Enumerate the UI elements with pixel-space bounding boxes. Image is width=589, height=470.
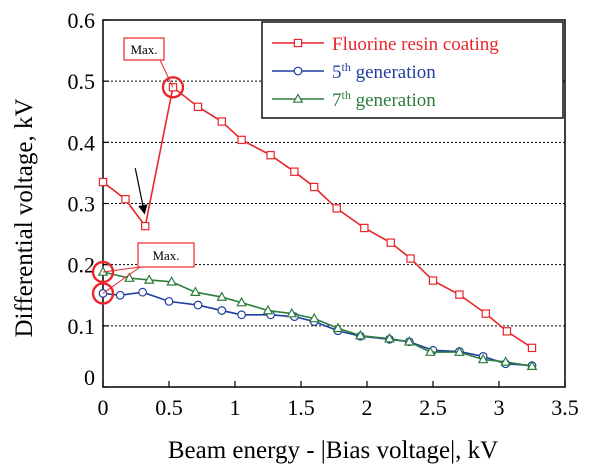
- series-2-point-4: [190, 286, 201, 296]
- legend-marker-2: [292, 93, 304, 103]
- x-tick-label-6: 3: [494, 395, 505, 420]
- y-tick-label-1: 0.1: [68, 314, 96, 339]
- legend-item-0: Fluorine resin coating: [272, 34, 499, 55]
- series-2-point-8: [286, 307, 298, 318]
- series-0-point-7: [266, 150, 275, 160]
- y-tick-label-4: 0.4: [68, 130, 96, 155]
- series-2-point-11: [355, 329, 366, 340]
- legend-label-sup-2: th: [342, 88, 351, 102]
- series-2-point-5: [216, 291, 228, 301]
- annotation-0-highlight-circle-0: [161, 76, 185, 99]
- legend-label-1: 5th generation: [332, 60, 436, 83]
- y-tick-label-3: 0.3: [68, 192, 96, 217]
- series-1-point-6: [237, 310, 247, 320]
- series-1-point-0: [98, 289, 108, 298]
- series-2-point-3: [166, 276, 177, 286]
- legend-marker-0: [293, 38, 303, 48]
- x-tick-label-3: 1.5: [287, 395, 315, 420]
- annotation-0-connector-0: [159, 59, 174, 88]
- legend-box: [261, 21, 564, 119]
- series-0-point-15: [455, 290, 464, 299]
- annotation-1-box: [137, 242, 195, 268]
- legend-label-tail-2: generation: [351, 90, 436, 111]
- annotation-0-arrow: [134, 168, 148, 215]
- annotation-1-label: Max.: [152, 248, 179, 263]
- series-2-point-2: [143, 274, 155, 284]
- series-0: [98, 83, 537, 353]
- series-0-point-16: [481, 309, 491, 318]
- series-1-point-2: [138, 287, 148, 297]
- y-tick-label-0: 0: [84, 365, 95, 390]
- series-0-point-6: [237, 135, 246, 145]
- series-0-point-1: [121, 195, 130, 204]
- annotation-1: Max.: [91, 242, 195, 305]
- series-2-point-9: [308, 312, 320, 323]
- annotation-1-connector-0: [102, 266, 141, 273]
- series-2-point-17: [500, 356, 511, 366]
- annotation-1-highlight-circle-0: [91, 260, 115, 284]
- legend-item-2: 7th generation: [272, 88, 436, 111]
- series-2-point-7: [262, 304, 274, 315]
- series-1-point-4: [193, 300, 203, 310]
- x-tick-label-7: 3.5: [551, 395, 579, 420]
- legend-label-sup-1: th: [342, 60, 351, 74]
- legend-label-base-2: 7: [332, 90, 342, 111]
- series-0-point-0: [98, 177, 108, 187]
- annotation-0-label: Max.: [130, 42, 157, 57]
- series-2-point-13: [403, 336, 415, 346]
- series-1: [98, 287, 537, 370]
- series-2-point-10: [332, 322, 344, 333]
- series-0-point-8: [290, 167, 299, 176]
- series-1-point-5: [217, 306, 227, 315]
- legend-item-1: 5th generation: [272, 60, 436, 83]
- series-0-point-5: [217, 117, 226, 126]
- axes-layer: 0 0.1 0.2 0.3 0.4 0.5 0.6 0 0.5 1 1.5 2 2.5 3 3.5: [68, 8, 579, 420]
- series-2-point-15: [454, 346, 465, 356]
- annotation-1-connector-1: [102, 266, 141, 294]
- series-2-point-14: [425, 346, 436, 356]
- legend-label-2: 7th generation: [332, 88, 436, 111]
- legend-label-base-0: Fluorine resin coating: [332, 34, 499, 55]
- series-1-point-3: [164, 296, 174, 306]
- legend-label-0: Fluorine resin coating: [332, 34, 499, 55]
- y-axis-title: Differential voltage, kV: [11, 98, 38, 337]
- annotation-layer: Max. Max.: [91, 37, 195, 305]
- x-tick-label-2: 1: [230, 395, 241, 420]
- series-0-point-14: [428, 276, 438, 285]
- series-0-point-17: [502, 327, 512, 336]
- series-2-point-12: [384, 332, 395, 343]
- x-axis-title: Beam energy - |Bias voltage|, kV: [168, 437, 498, 464]
- x-tick-label-1: 0.5: [155, 395, 183, 420]
- series-2: [97, 266, 538, 371]
- y-tick-label-6: 0.6: [68, 8, 96, 33]
- legend-marker-1: [293, 66, 303, 76]
- y-tick-label-5: 0.5: [68, 69, 96, 94]
- series-0-point-4: [193, 102, 203, 112]
- annotation-0-box: [123, 37, 165, 61]
- annotation-1-highlight-circle-1: [91, 282, 115, 305]
- y-tick-label-2: 0.2: [68, 253, 96, 278]
- series-2-point-16: [477, 353, 489, 364]
- series-0-point-13: [406, 254, 415, 263]
- series-layer: [97, 83, 538, 371]
- series-2-point-6: [236, 296, 247, 307]
- x-tick-label-5: 2.5: [419, 395, 447, 420]
- legend-label-base-1: 5: [332, 62, 342, 83]
- series-0-point-11: [360, 223, 369, 233]
- series-2-point-1: [124, 272, 135, 282]
- series-0-point-9: [310, 182, 319, 192]
- series-0-point-2: [141, 221, 150, 231]
- series-0-point-10: [332, 204, 341, 213]
- annotation-0: Max.: [123, 37, 185, 215]
- legend-label-tail-1: generation: [351, 62, 436, 83]
- x-tick-label-4: 2: [362, 395, 373, 420]
- series-0-point-12: [386, 238, 395, 247]
- series-0-point-18: [527, 343, 537, 353]
- x-tick-label-0: 0: [98, 395, 109, 420]
- series-2-point-18: [526, 360, 538, 371]
- series-1-point-1: [115, 290, 125, 300]
- series-line-0: [102, 85, 533, 349]
